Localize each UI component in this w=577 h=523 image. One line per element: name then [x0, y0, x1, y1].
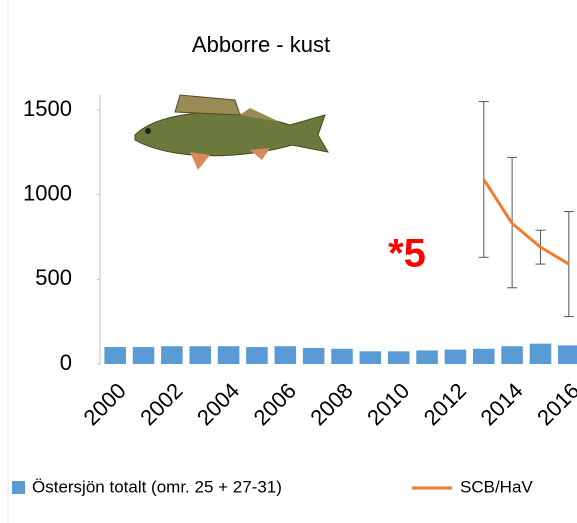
bar — [445, 350, 467, 364]
y-tick-label: 1500 — [23, 96, 72, 121]
legend-label: Östersjön totalt (omr. 25 + 27-31) — [32, 477, 282, 496]
bar — [501, 346, 523, 364]
bar — [303, 348, 325, 364]
bar — [104, 347, 126, 364]
bar — [133, 347, 155, 364]
bar — [530, 344, 552, 364]
bar — [189, 346, 211, 364]
bar — [331, 349, 353, 364]
chart: Abborre - kust *5 Östersjön totalt (omr.… — [0, 0, 577, 523]
bar — [218, 346, 240, 364]
y-tick-label: 1000 — [23, 180, 72, 205]
bar — [161, 346, 183, 364]
legend-label: SCB/HaV — [460, 477, 533, 496]
bar — [416, 350, 438, 364]
chart-title: Abborre - kust — [192, 32, 330, 57]
bar — [473, 349, 495, 364]
bar — [558, 345, 577, 364]
background — [0, 0, 577, 523]
bar — [388, 351, 410, 364]
bar — [360, 351, 382, 364]
y-tick-label: 500 — [35, 265, 72, 290]
annotation: *5 — [388, 232, 426, 276]
bar — [246, 347, 268, 364]
y-tick-label: 0 — [60, 350, 72, 375]
legend-swatch — [12, 481, 25, 494]
bar — [275, 346, 297, 364]
